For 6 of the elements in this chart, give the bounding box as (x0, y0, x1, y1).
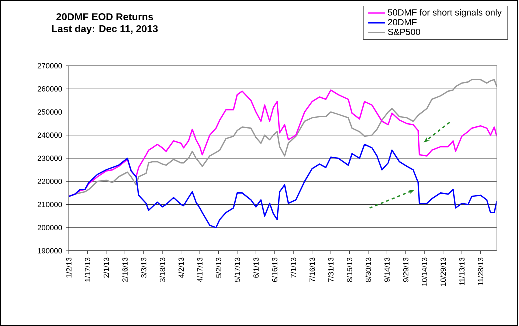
legend-label: S&P500 (388, 28, 420, 36)
line-series (69, 144, 498, 229)
chart-subtitle: Last day: Dec 11, 2013 (52, 25, 158, 34)
chart-title: 20DMF EOD Returns (56, 14, 154, 21)
legend-label: 20DMF (388, 19, 417, 26)
legend-label: 50DMF for short signals only (388, 9, 502, 18)
